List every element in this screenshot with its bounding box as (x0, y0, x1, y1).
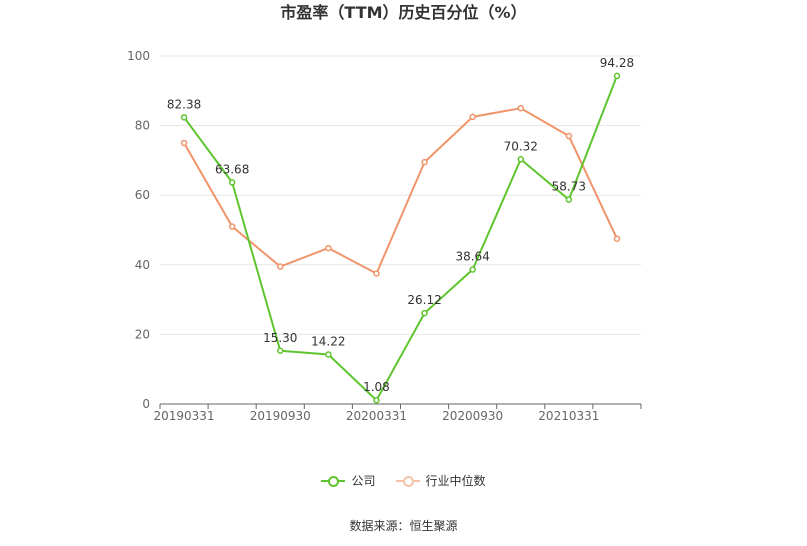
x-tick-label: 20200331 (346, 409, 407, 423)
data-point-company (277, 347, 284, 355)
x-tick-label: 20190930 (250, 409, 311, 423)
x-tick-label: 20190331 (154, 409, 215, 423)
y-tick-label: 40 (135, 258, 150, 272)
data-label: 38.64 (455, 250, 489, 264)
data-point-industry-median (325, 244, 332, 252)
data-label: 70.32 (504, 139, 538, 153)
data-point-industry-median (277, 263, 284, 270)
legend-swatch-company (321, 474, 346, 488)
data-point-company (565, 196, 573, 203)
data-point-industry-median (517, 104, 524, 112)
legend-item-industry-median[interactable]: 行业中位数 (395, 472, 486, 489)
legend-label-company: 公司 (351, 474, 376, 488)
data-label: 15.30 (263, 331, 297, 345)
data-point-industry-median (228, 223, 236, 230)
data-point-industry-median (469, 113, 476, 121)
x-tick-label: 20210331 (538, 409, 599, 423)
legend-item-company[interactable]: 公司 (321, 472, 376, 489)
y-tick-label: 0 (142, 397, 150, 411)
data-label: 1.08 (363, 380, 390, 394)
legend-label-industry-median: 行业中位数 (425, 474, 486, 488)
data-label: 94.28 (600, 56, 634, 70)
y-tick-label: 80 (135, 119, 150, 133)
data-point-company (228, 179, 236, 186)
data-label: 63.68 (215, 162, 249, 176)
legend-swatch-industry-median (395, 474, 420, 488)
data-point-industry-median (180, 139, 188, 147)
data-point-company (325, 351, 332, 358)
chart-title: 市盈率（TTM）历史百分位（%） (280, 3, 527, 22)
data-point-company (469, 266, 476, 273)
y-tick-label: 60 (135, 188, 150, 202)
data-label: 26.12 (407, 293, 441, 307)
data-point-company (517, 156, 524, 163)
x-tick-label: 20200930 (442, 409, 503, 423)
data-point-company (613, 72, 621, 80)
data-label: 58.73 (552, 180, 586, 194)
data-point-industry-median (421, 158, 428, 166)
data-label: 82.38 (167, 97, 201, 111)
y-tick-label: 20 (135, 327, 150, 341)
data-source-note: 数据来源：恒生聚源 (349, 519, 458, 533)
series-line-company (183, 75, 618, 402)
y-tick-label: 100 (127, 49, 150, 63)
data-point-company (421, 309, 428, 317)
data-point-industry-median (613, 235, 621, 242)
data-label: 14.22 (311, 335, 345, 349)
data-point-industry-median (373, 270, 380, 277)
legend: 公司 行业中位数 (0, 472, 807, 489)
data-point-company (373, 396, 380, 404)
data-point-industry-median (565, 132, 573, 140)
data-point-company (180, 114, 188, 121)
series-line-industry-median (183, 107, 618, 275)
